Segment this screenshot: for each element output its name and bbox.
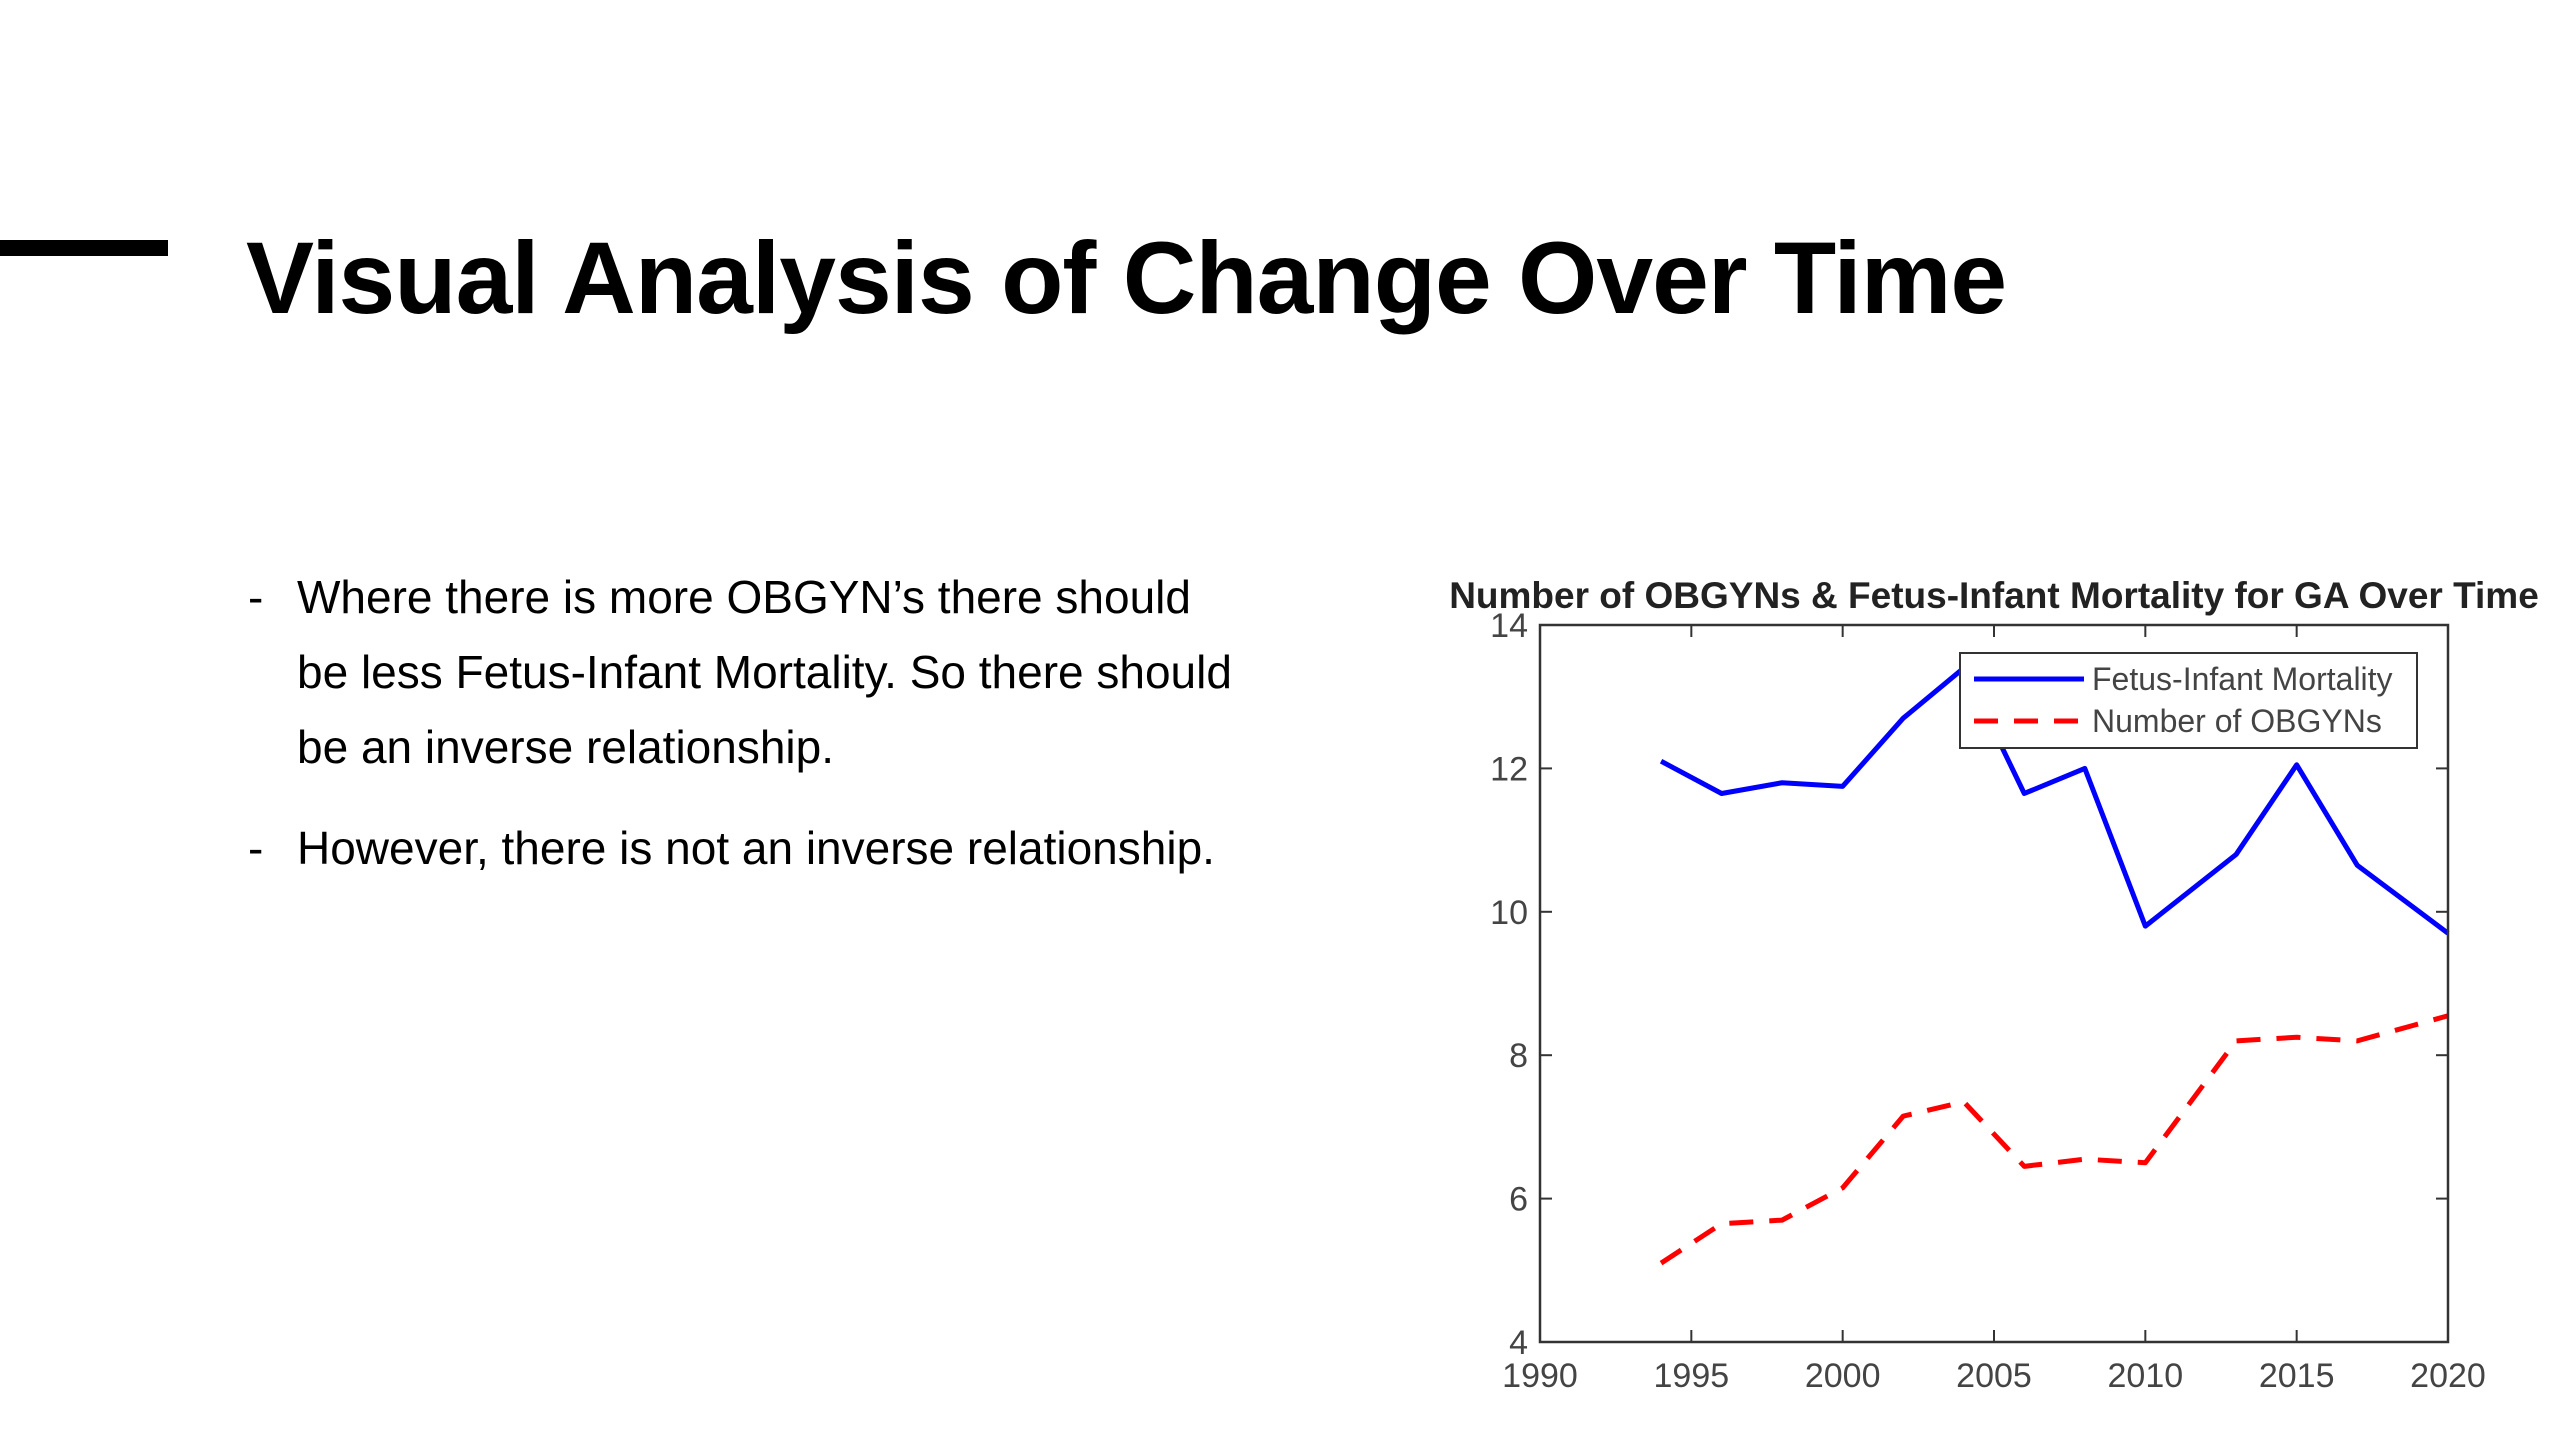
legend-label: Fetus-Infant Mortality [2092,661,2393,697]
y-tick-label: 10 [1490,894,1528,932]
axes-box [1538,623,2450,1344]
chart-title: Number of OBGYNs & Fetus-Infant Mortalit… [1449,575,2539,616]
x-tick-label: 1995 [1654,1357,1730,1395]
y-tick-label: 6 [1509,1181,1528,1219]
y-tick-label: 4 [1509,1324,1528,1362]
x-tick-label: 2010 [2108,1357,2184,1395]
x-tick-label: 2000 [1805,1357,1881,1395]
x-tick-label: 2005 [1956,1357,2032,1395]
bullet: Where there is more OBGYN’s there should… [248,560,1248,785]
x-tick-label: 2020 [2410,1357,2486,1395]
legend-box [1959,652,2418,749]
legend-label: Number of OBGYNs [2092,703,2382,739]
y-tick-label: 8 [1509,1037,1528,1075]
y-tick-label: 12 [1490,750,1528,788]
x-tick-label: 1990 [1502,1357,1578,1395]
data-line [1659,1013,2449,1266]
data-line [1659,665,2450,936]
slide-title: Visual Analysis of Change Over Time [246,221,2007,335]
y-tick-label: 14 [1490,607,1528,645]
accent-bar [0,240,168,256]
bullet-list: Where there is more OBGYN’s there should… [248,560,1248,912]
x-tick-label: 2015 [2259,1357,2335,1395]
bullet: However, there is not an inverse relatio… [248,811,1248,886]
